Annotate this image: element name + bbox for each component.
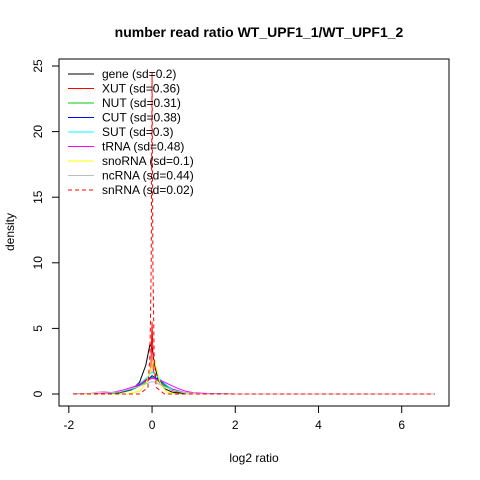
legend-label-4: SUT (sd=0.3): [102, 125, 173, 139]
x-tick-label-0: -2: [64, 418, 75, 432]
series-line-7: [72, 381, 435, 395]
x-tick-label-3: 4: [315, 418, 322, 432]
x-axis: -2 0 2 4 6: [64, 405, 405, 432]
legend-label-8: snRNA (sd=0.02): [102, 183, 194, 197]
legend-label-6: snoRNA (sd=0.1): [102, 154, 194, 168]
x-tick-label-1: 0: [149, 418, 156, 432]
y-tick-label-1: 5: [31, 325, 45, 332]
y-tick-label-5: 25: [31, 59, 45, 73]
chart-title: number read ratio WT_UPF1_1/WT_UPF1_2: [115, 24, 404, 40]
legend-label-5: tRNA (sd=0.48): [102, 140, 184, 154]
density-curves: [72, 72, 435, 395]
series-line-8: [73, 72, 435, 395]
y-tick-label-4: 20: [31, 125, 45, 139]
legend-label-1: XUT (sd=0.36): [102, 82, 180, 96]
y-tick-label-2: 10: [31, 256, 45, 270]
legend-label-2: NUT (sd=0.31): [102, 96, 181, 110]
legend-label-0: gene (sd=0.2): [102, 67, 176, 81]
y-tick-label-3: 15: [31, 190, 45, 204]
legend: gene (sd=0.2)XUT (sd=0.36)NUT (sd=0.31)C…: [68, 67, 194, 197]
y-axis-label: density: [3, 213, 17, 251]
x-tick-label-2: 2: [232, 418, 239, 432]
x-axis-label: log2 ratio: [229, 451, 279, 465]
legend-label-7: ncRNA (sd=0.44): [102, 169, 194, 183]
legend-label-3: CUT (sd=0.38): [102, 111, 181, 125]
y-tick-label-0: 0: [31, 390, 45, 397]
y-axis: 0 5 10 15 20 25: [31, 59, 60, 397]
x-tick-label-4: 6: [398, 418, 405, 432]
